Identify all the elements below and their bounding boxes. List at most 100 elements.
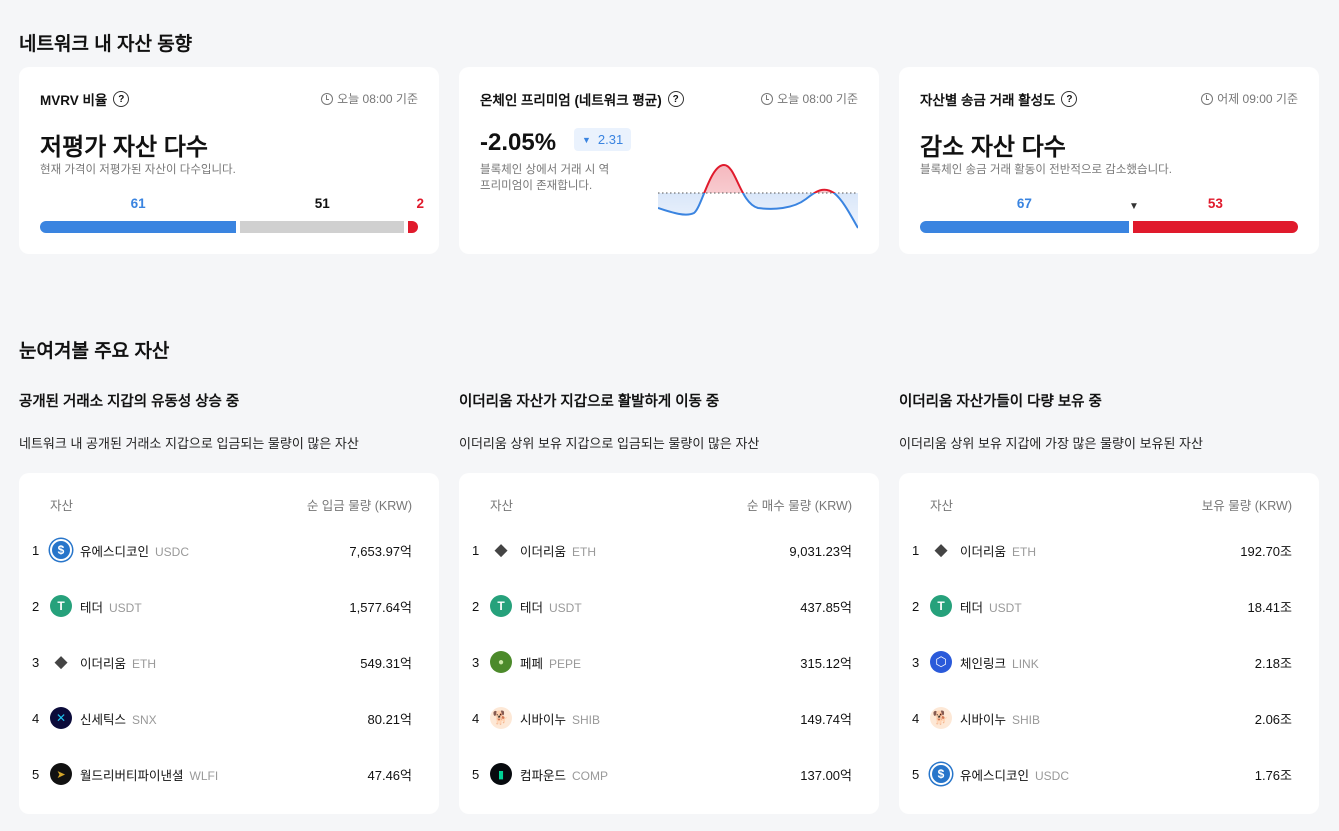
- asset-value: 192.70조: [1240, 543, 1292, 559]
- asset-name-text: 유에스디코인: [960, 768, 1030, 783]
- transfer-activity-card[interactable]: 자산별 송금 거래 활성도? 어제 09:00 기준 감소 자산 다수 블록체인…: [899, 67, 1319, 254]
- rank: 1: [472, 542, 480, 558]
- pepe-icon: ●: [490, 651, 512, 673]
- help-icon[interactable]: ?: [1061, 91, 1078, 107]
- increase-count: 67: [1016, 196, 1032, 211]
- table-row[interactable]: 3 ◆ 이더리움 ETH 549.31억: [19, 647, 439, 677]
- table-row[interactable]: 4 🐕 시바이누 SHIB 149.74억: [459, 703, 879, 733]
- rank: 4: [472, 710, 480, 726]
- table-row[interactable]: 2 T 테더 USDT 1,577.64억: [19, 591, 439, 621]
- asset-name: 이더리움 ETH: [520, 541, 596, 560]
- asset-value: 437.85억: [800, 599, 852, 615]
- asset-value: 2.06조: [1254, 711, 1292, 727]
- table-row[interactable]: 5 $ 유에스디코인 USDC 1.76조: [899, 759, 1319, 789]
- asset-symbol: ETH: [572, 544, 597, 559]
- asset-name: 테더 USDT: [520, 597, 582, 616]
- asset-name-text: 시바이누: [520, 712, 567, 727]
- asset-table: 자산 보유 물량 (KRW) 1 ◆ 이더리움 ETH 192.70조 2 T 테더…: [899, 473, 1319, 814]
- table-row[interactable]: 5 ▮ 컴파운드 COMP 137.00억: [459, 759, 879, 789]
- asset-name: 페페 PEPE: [520, 653, 581, 672]
- list-description: 네트워크 내 공개된 거래소 지갑으로 입금되는 물량이 많은 자산: [19, 436, 359, 451]
- asset-symbol: SHIB: [1012, 712, 1041, 727]
- overvalued-segment: 2: [408, 196, 424, 233]
- asset-symbol: WLFI: [189, 768, 219, 783]
- neutral-segment: 51: [240, 196, 405, 233]
- description-line1: 블록체인 상에서 거래 시 역: [480, 164, 610, 176]
- asset-name: 체인링크 LINK: [960, 653, 1039, 672]
- asset-symbol: SHIB: [572, 712, 601, 727]
- clock-icon: [321, 92, 334, 105]
- table-row[interactable]: 1 ◆ 이더리움 ETH 192.70조: [899, 535, 1319, 565]
- rank: 3: [472, 654, 480, 670]
- wlfi-icon: ➤: [50, 763, 72, 785]
- table-row[interactable]: 2 T 테더 USDT 18.41조: [899, 591, 1319, 621]
- asset-name: 이더리움 ETH: [960, 541, 1036, 560]
- premium-sparkline: [658, 163, 858, 229]
- shib-icon: 🐕: [930, 707, 952, 729]
- table-row[interactable]: 2 T 테더 USDT 437.85억: [459, 591, 879, 621]
- table-row[interactable]: 5 ➤ 월드리버티파이낸셜 WLFI 47.46억: [19, 759, 439, 789]
- asset-name-text: 이더리움: [960, 544, 1007, 559]
- mvrv-distribution-bar: 61 51 2: [40, 196, 424, 233]
- column-header-value: 보유 물량 (KRW): [1201, 499, 1292, 513]
- midpoint-marker-icon: ▼: [1129, 201, 1139, 212]
- rank: 3: [32, 654, 40, 670]
- headline: 저평가 자산 다수: [40, 134, 208, 161]
- asset-name: 테더 USDT: [960, 597, 1022, 616]
- usdt-icon: T: [490, 595, 512, 617]
- table-row[interactable]: 4 🐕 시바이누 SHIB 2.06조: [899, 703, 1319, 733]
- section-title-notable-assets: 눈여겨볼 주요 자산: [19, 341, 170, 362]
- card-title: 온체인 프리미엄 (네트워크 평균): [480, 93, 662, 108]
- below-area: [658, 193, 858, 228]
- premium-line-negative: [658, 193, 858, 229]
- asset-table: 자산 순 입금 물량 (KRW) 1 $ 유에스디코인 USDC 7,653.97억…: [19, 473, 439, 814]
- undervalued-count: 61: [130, 196, 146, 211]
- comp-icon: ▮: [490, 763, 512, 785]
- asset-name-text: 시바이누: [960, 712, 1007, 727]
- asset-name: 이더리움 ETH: [80, 653, 156, 672]
- snx-icon: ✕: [50, 707, 72, 729]
- asset-name-text: 신세틱스: [80, 712, 127, 727]
- asset-value: 2.18조: [1254, 655, 1292, 671]
- section-title-network-trends: 네트워크 내 자산 동향: [19, 34, 193, 55]
- eth-icon: ◆: [934, 540, 948, 559]
- overvalued-count: 2: [416, 196, 425, 211]
- premium-value: -2.05%: [480, 129, 557, 156]
- asset-name-text: 테더: [80, 600, 104, 615]
- shib-icon: 🐕: [490, 707, 512, 729]
- column-header-asset: 자산: [490, 499, 514, 513]
- onchain-premium-card[interactable]: 온체인 프리미엄 (네트워크 평균)? 오늘 08:00 기준 -2.05% ▼…: [459, 67, 879, 254]
- asset-value: 137.00억: [800, 767, 852, 783]
- asset-value: 315.12억: [800, 655, 852, 671]
- usdc-icon: $: [50, 539, 72, 561]
- table-row[interactable]: 4 ✕ 신세틱스 SNX 80.21억: [19, 703, 439, 733]
- asset-value: 7,653.97억: [349, 543, 412, 559]
- list-description: 이더리움 상위 보유 지갑에 가장 많은 물량이 보유된 자산: [899, 436, 1203, 451]
- asset-name: 컴파운드 COMP: [520, 765, 608, 784]
- asset-value: 149.74억: [800, 711, 852, 727]
- asset-value: 47.46억: [367, 767, 413, 783]
- table-row[interactable]: 3 ⬡ 체인링크 LINK 2.18조: [899, 647, 1319, 677]
- usdt-icon: T: [930, 595, 952, 617]
- asset-symbol: PEPE: [549, 656, 582, 671]
- usdc-icon: $: [930, 763, 952, 785]
- card-title: MVRV 비율: [40, 93, 108, 108]
- activity-distribution-bar: 67 53 ▼: [920, 196, 1298, 233]
- eth-icon: ◆: [54, 652, 68, 671]
- rank: 3: [912, 654, 920, 670]
- description: 블록체인 송금 거래 활동이 전반적으로 감소했습니다.: [920, 164, 1172, 176]
- mvrv-card[interactable]: MVRV 비율? 오늘 08:00 기준 저평가 자산 다수 현재 가격이 저평…: [19, 67, 439, 254]
- table-row[interactable]: 1 $ 유에스디코인 USDC 7,653.97억: [19, 535, 439, 565]
- help-icon[interactable]: ?: [667, 91, 684, 107]
- help-icon[interactable]: ?: [113, 91, 130, 107]
- rank: 4: [32, 710, 40, 726]
- asset-name-text: 테더: [520, 600, 544, 615]
- table-row[interactable]: 3 ● 페페 PEPE 315.12억: [459, 647, 879, 677]
- list-title: 이더리움 자산가들이 다량 보유 중: [899, 394, 1102, 410]
- card-title: 자산별 송금 거래 활성도: [920, 93, 1056, 108]
- table-row[interactable]: 1 ◆ 이더리움 ETH 9,031.23억: [459, 535, 879, 565]
- asset-symbol: USDT: [549, 600, 582, 615]
- list-description: 이더리움 상위 보유 지갑으로 입금되는 물량이 많은 자산: [459, 436, 760, 451]
- list-title: 공개된 거래소 지갑의 유동성 상승 중: [19, 394, 240, 410]
- asset-value: 80.21억: [367, 711, 413, 727]
